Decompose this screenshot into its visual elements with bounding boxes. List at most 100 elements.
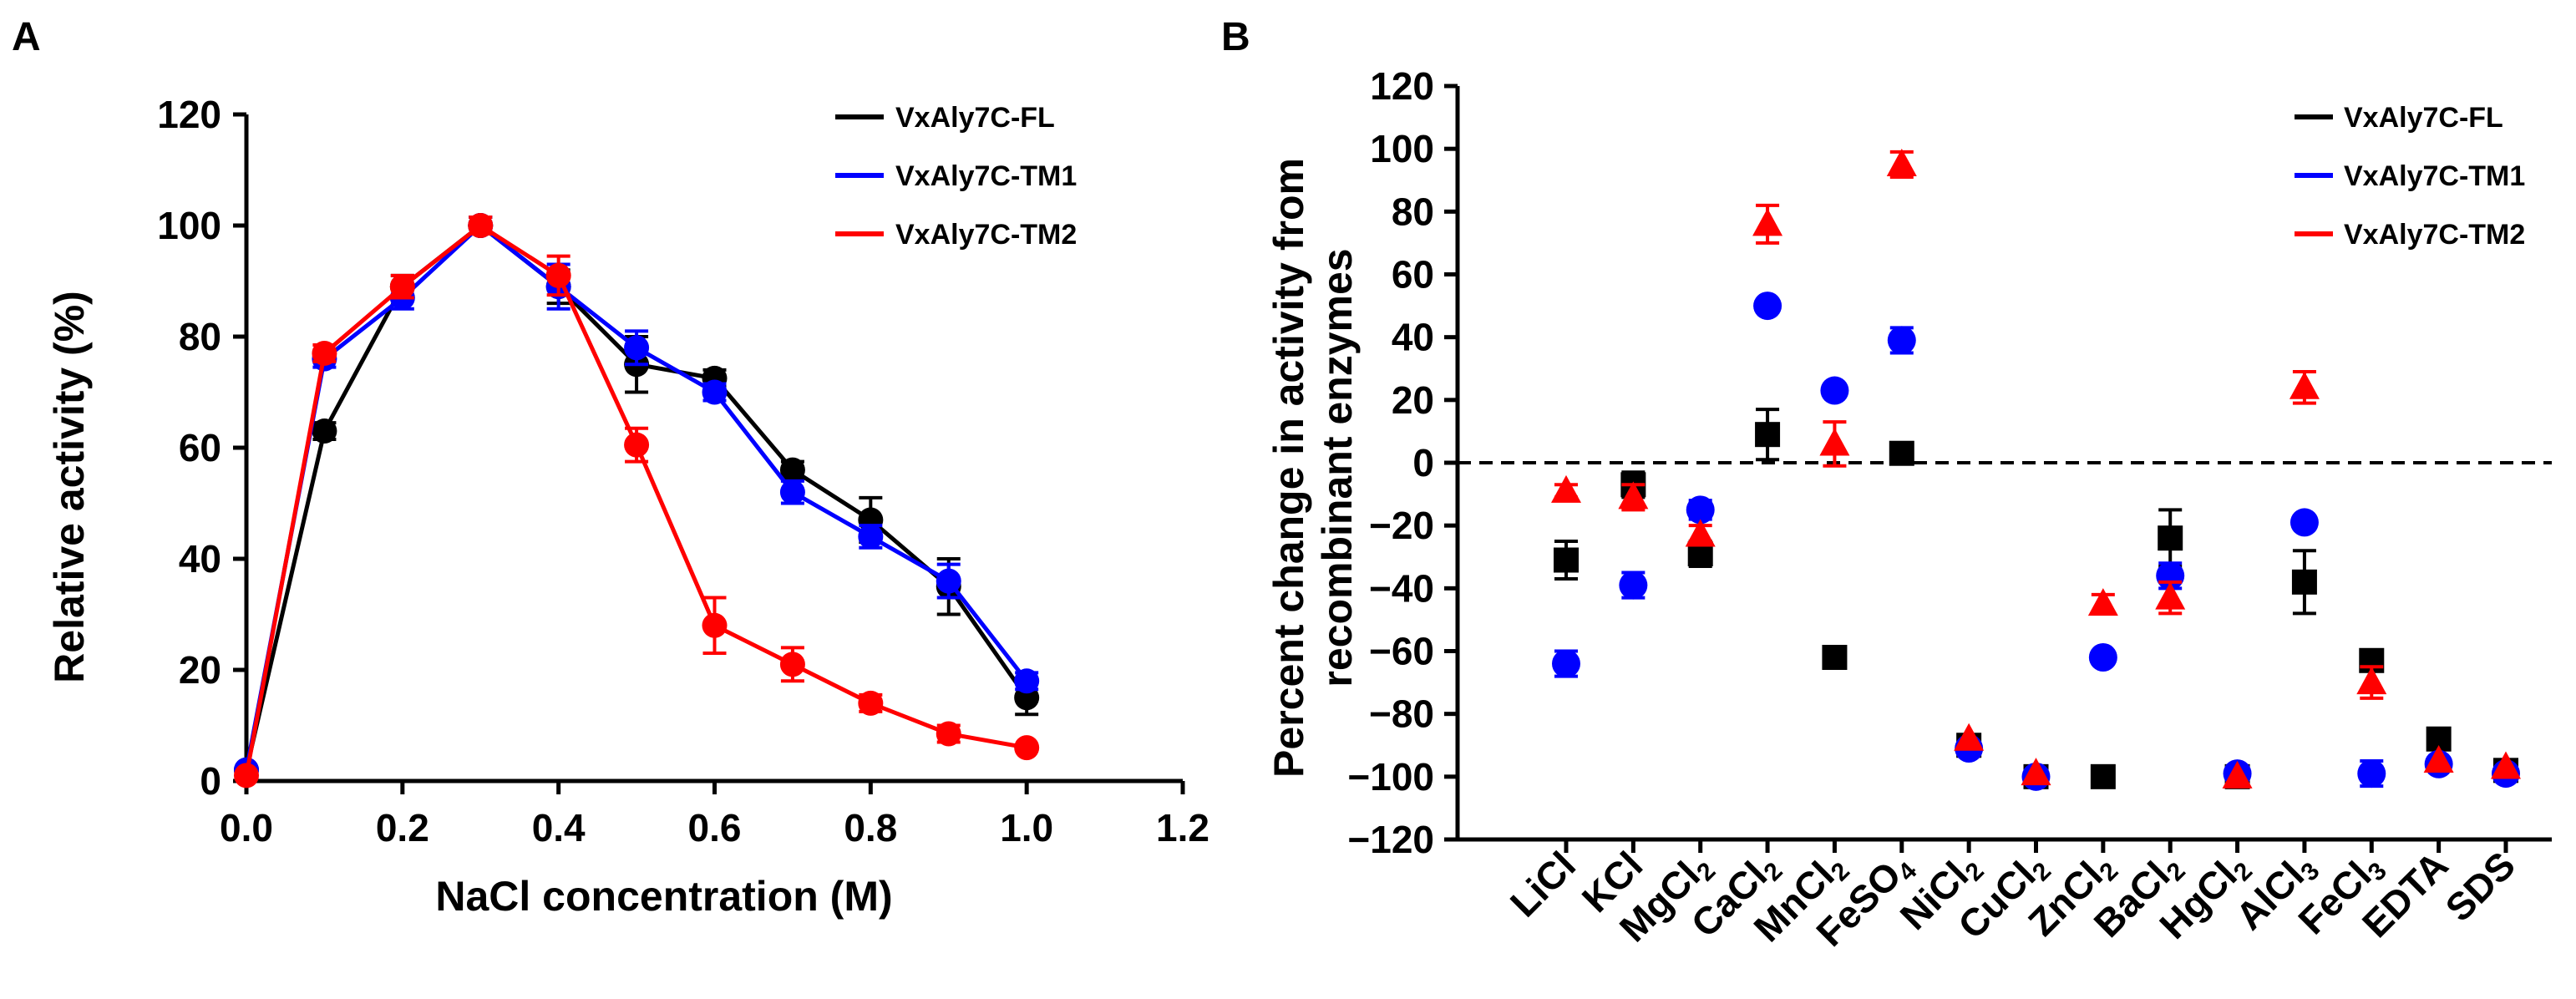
x-tick-label: 0.0 [220, 806, 273, 849]
legend-entry-vxaly7c-tm1: VxAly7C-TM1 [2295, 160, 2525, 192]
data-point [936, 721, 961, 747]
data-point [1889, 440, 1914, 466]
data-point [468, 213, 494, 238]
legend-label: VxAly7C-TM2 [895, 219, 1077, 251]
panel-b-letter: B [1221, 15, 1250, 59]
data-point [2087, 588, 2118, 616]
data-point [1753, 292, 1782, 321]
x-tick-label: 0.4 [532, 806, 586, 849]
legend-entry-vxaly7c-fl: VxAly7C-FL [2295, 102, 2503, 134]
data-point [1954, 723, 1985, 751]
y-tick-label: 100 [157, 204, 221, 247]
data-point [2155, 581, 2186, 610]
data-point [858, 690, 884, 716]
y-tick-label: 100 [1370, 127, 1434, 170]
data-point [1554, 547, 1579, 573]
legend-label: VxAly7C-TM2 [2344, 219, 2525, 251]
data-point [1686, 495, 1715, 525]
y-tick-label: −60 [1369, 630, 1434, 673]
data-point [389, 274, 415, 300]
panel-b-category-labels: LiClKClMgCl2CaCl2MnCl2FeSO4NiCl2CuCl2ZnC… [1502, 843, 2523, 955]
panel-b-legend: VxAly7C-FL VxAly7C-TM1 VxAly7C-TM2 [2295, 102, 2525, 251]
data-point [545, 262, 571, 288]
data-point [2222, 760, 2253, 789]
data-point [2090, 763, 2116, 789]
panel-a-legend: VxAly7C-FL VxAly7C-TM1 VxAly7C-TM2 [835, 102, 1077, 251]
legend-entry-vxaly7c-fl: VxAly7C-FL [835, 102, 1055, 134]
data-point [1619, 570, 1648, 600]
y-tick-label: 40 [179, 537, 221, 581]
panel-a-y-axis-title: Relative activity (%) [46, 291, 93, 683]
series-line [244, 222, 1029, 771]
data-point [1755, 422, 1781, 448]
panel-a-chart: A NaCl concentration (M) Relative activi… [12, 15, 1209, 920]
data-point [779, 479, 805, 505]
data-point [1819, 428, 1850, 456]
panel-b-chart: B Percent change in activity from recomb… [1221, 15, 2552, 955]
legend-entry-vxaly7c-tm2: VxAly7C-TM2 [2295, 219, 2525, 251]
panel-a-tick-labels: 0 20 40 60 80 100 120 0.0 0.2 0.4 0.6 0.8 1.0 1.2 [157, 93, 1209, 849]
data-point [1820, 376, 1849, 405]
data-point [1685, 519, 1716, 547]
y-tick-label: 120 [1370, 64, 1434, 108]
data-point [2356, 667, 2387, 695]
x-tick-label: 0.8 [844, 806, 897, 849]
series-vxaly7c-tm1 [234, 213, 1040, 783]
y-tick-label: −40 [1369, 566, 1434, 610]
panel-b-axes [1444, 84, 2552, 853]
panel-a-axes [233, 112, 1185, 794]
y-tick-label: 20 [1392, 378, 1434, 422]
legend-entry-vxaly7c-tm1: VxAly7C-TM1 [835, 160, 1077, 192]
data-point [312, 340, 337, 366]
data-point [2423, 745, 2454, 773]
legend-label: VxAly7C-FL [2344, 102, 2503, 134]
y-tick-label: 0 [1412, 441, 1434, 484]
data-point [624, 432, 650, 458]
data-point [2158, 525, 2183, 551]
y-tick-label: 60 [1392, 253, 1434, 297]
panel-b-tick-labels: −120 −100 −80 −60 −40 −20 0 20 40 60 80 100 120 [1347, 64, 1434, 861]
data-point [2088, 643, 2117, 672]
data-point [1822, 645, 1848, 671]
data-point [702, 379, 728, 405]
data-point [858, 524, 884, 550]
series-line [244, 222, 1029, 771]
data-point [936, 568, 961, 594]
data-point [312, 418, 337, 444]
data-point [1887, 326, 1916, 355]
y-tick-label: −80 [1369, 692, 1434, 736]
data-point [2289, 371, 2320, 399]
panel-b-data-marks [1551, 148, 2521, 791]
data-point [1014, 735, 1040, 761]
data-point [624, 335, 650, 361]
series-vxaly7c-fl [234, 213, 1040, 783]
data-point [2491, 751, 2521, 779]
data-point [1618, 481, 1649, 510]
y-tick-label: −120 [1347, 818, 1434, 861]
panel-b-y-axis-title-line-1: Percent change in activity from [1265, 158, 1312, 778]
series-vxaly7c-tm2 [1551, 148, 2521, 789]
data-point [779, 652, 805, 677]
panel-a-letter: A [12, 15, 41, 59]
legend-label: VxAly7C-TM1 [2344, 160, 2525, 192]
data-point [234, 763, 259, 789]
data-point [2021, 758, 2051, 786]
x-tick-label: 1.2 [1156, 806, 1209, 849]
data-point [2291, 569, 2317, 595]
y-tick-label: 80 [1392, 190, 1434, 233]
x-tick-label: 1.0 [1000, 806, 1053, 849]
data-point [702, 612, 728, 638]
panel-b-y-axis-title-line-2: recombinant enzymes [1314, 248, 1361, 687]
legend-label: VxAly7C-TM1 [895, 160, 1077, 192]
series-line [244, 222, 1027, 776]
x-tick-label: 0.6 [688, 806, 742, 849]
data-point [1886, 148, 1917, 176]
series-vxaly7c-tm2 [234, 213, 1040, 789]
y-tick-label: −20 [1369, 504, 1434, 547]
data-point [1752, 208, 1783, 236]
data-point [1552, 649, 1580, 678]
y-tick-label: −100 [1347, 755, 1434, 799]
category-label-licl: LiCl [1502, 843, 1584, 925]
category-label-sds: SDS [2437, 843, 2523, 930]
